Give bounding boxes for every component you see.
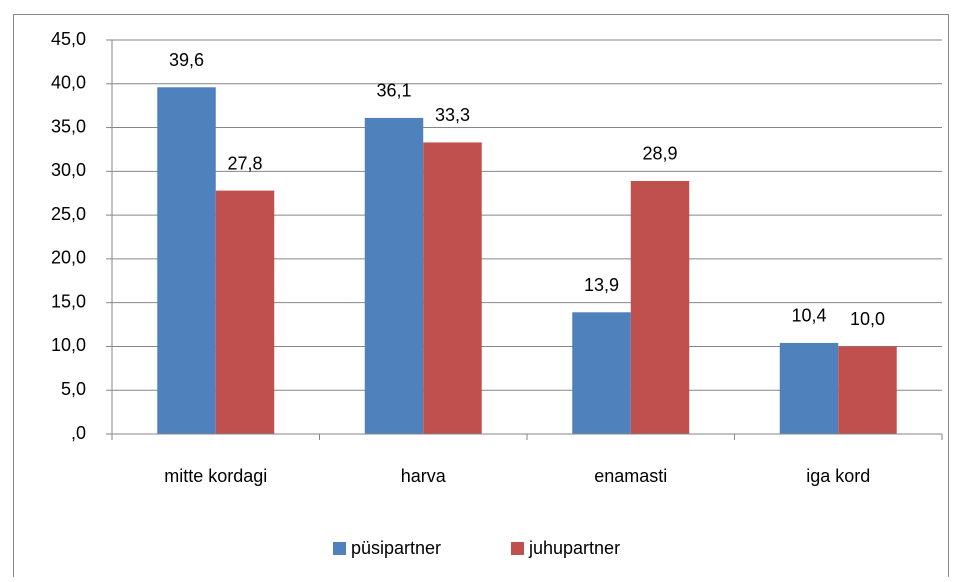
- legend-label: püsipartner: [351, 538, 441, 558]
- bar: [423, 142, 482, 434]
- bar: [630, 180, 690, 434]
- bar: [779, 342, 839, 434]
- y-tick-label: ,0: [71, 423, 86, 443]
- value-label: 39,6: [169, 50, 204, 70]
- y-tick-label: 25,0: [51, 204, 86, 224]
- legend-swatch: [511, 542, 524, 555]
- y-tick-label: 5,0: [61, 379, 86, 399]
- y-tick-label: 30,0: [51, 160, 86, 180]
- bar: [364, 117, 424, 435]
- value-label: 13,9: [584, 275, 619, 295]
- y-tick-label: 20,0: [51, 248, 86, 268]
- x-tick-label: harva: [401, 466, 447, 486]
- value-label: 10,0: [850, 309, 885, 329]
- value-label: 10,4: [791, 306, 826, 326]
- y-tick-label: 45,0: [51, 29, 86, 49]
- x-tick-label: iga kord: [806, 466, 870, 486]
- bar: [572, 312, 631, 434]
- x-tick-label: enamasti: [594, 466, 667, 486]
- value-label: 36,1: [376, 81, 411, 101]
- bar: [157, 87, 216, 434]
- y-tick-label: 10,0: [51, 335, 86, 355]
- y-tick-label: 40,0: [51, 73, 86, 93]
- value-label: 28,9: [642, 144, 677, 164]
- bar: [215, 190, 275, 434]
- y-tick-label: 15,0: [51, 291, 86, 311]
- value-label: 27,8: [227, 153, 262, 173]
- legend-label: juhupartner: [528, 538, 620, 558]
- x-tick-label: mitte kordagi: [164, 466, 267, 486]
- y-tick-label: 35,0: [51, 116, 86, 136]
- bar: [838, 346, 897, 434]
- value-label: 33,3: [435, 105, 470, 125]
- legend-swatch: [333, 542, 346, 555]
